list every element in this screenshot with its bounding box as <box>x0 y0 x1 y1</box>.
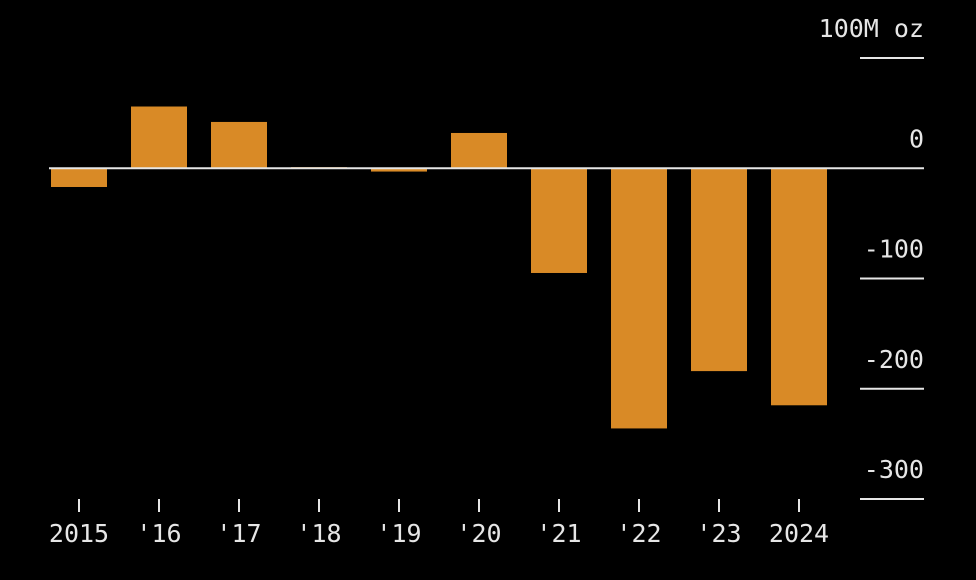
bar <box>211 121 267 169</box>
y-tick-label: -100 <box>864 235 924 264</box>
y-tick-label: -200 <box>864 345 924 374</box>
bar <box>691 168 747 372</box>
bar <box>51 168 107 187</box>
bar <box>131 106 187 169</box>
bar <box>771 168 827 406</box>
y-tick-label: 100M oz <box>819 14 924 43</box>
bar <box>371 168 427 172</box>
x-tick-label: '17 <box>216 519 261 548</box>
x-tick-label: '22 <box>616 519 661 548</box>
x-tick-label: '23 <box>696 519 741 548</box>
x-tick-label: '19 <box>376 519 421 548</box>
y-tick-label: 0 <box>909 124 924 153</box>
bar <box>611 168 667 429</box>
bar <box>451 132 507 169</box>
x-tick-label: '20 <box>456 519 501 548</box>
x-tick-label: '16 <box>136 519 181 548</box>
x-tick-label: '18 <box>296 519 341 548</box>
x-tick-label: '21 <box>536 519 581 548</box>
y-tick-label: -300 <box>864 455 924 484</box>
bar <box>531 168 587 273</box>
x-tick-label: 2024 <box>769 519 829 548</box>
x-tick-label: 2015 <box>49 519 109 548</box>
